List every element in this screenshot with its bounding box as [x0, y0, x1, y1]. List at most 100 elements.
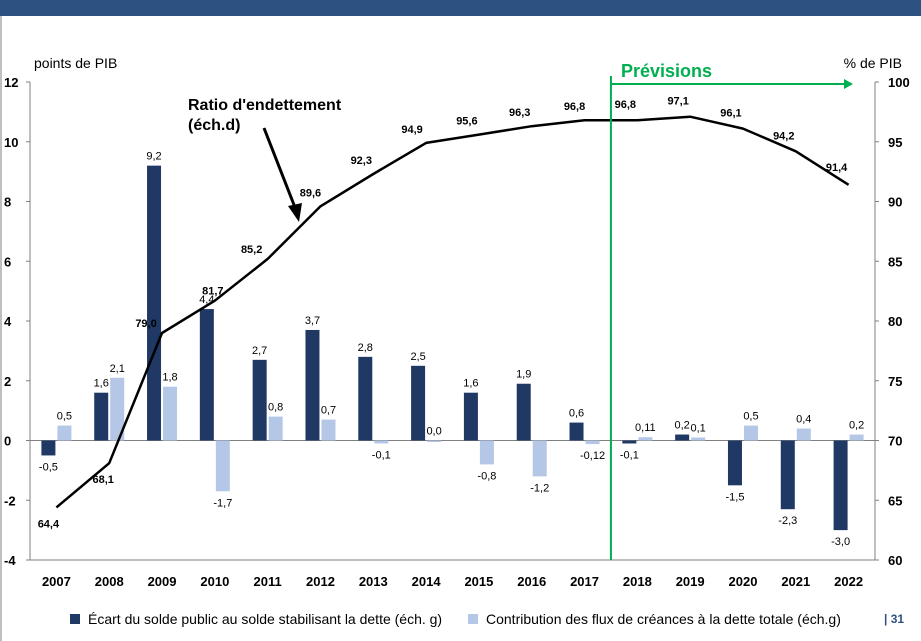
annotation-arrow-shaft	[262, 127, 298, 211]
legend-swatch-light	[468, 614, 478, 624]
bar-flows	[374, 440, 389, 444]
bar-gap	[94, 392, 109, 441]
right-axis-label: % de PIB	[844, 55, 902, 71]
bar-gap-label: 1,6	[463, 378, 478, 390]
x-tick-label: 2014	[412, 574, 442, 589]
right-tick-label: 90	[888, 195, 902, 210]
legend-swatch-dark	[70, 614, 80, 624]
bar-flows-label: -1,2	[530, 482, 549, 494]
bar-flows-label: -0,12	[580, 450, 605, 462]
bar-gap	[569, 422, 584, 441]
left-tick-label: 10	[4, 135, 18, 150]
legend-label-gap: Écart du solde public au solde stabilisa…	[88, 611, 443, 627]
x-tick-label: 2017	[570, 574, 599, 589]
bar-gap-label: -0,5	[39, 461, 58, 473]
x-tick-label: 2012	[306, 574, 335, 589]
annotations: Ratio d'endettement (éch.d) Prévisions	[188, 61, 853, 560]
x-tick-label: 2016	[517, 574, 546, 589]
bar-flows	[743, 425, 758, 441]
line-point-label: 68,1	[93, 474, 114, 486]
line-point-label: 96,8	[564, 101, 585, 113]
bar-gap-label: 1,6	[94, 378, 109, 390]
x-tick-label: 2011	[254, 574, 282, 589]
line-point-label: 97,1	[667, 96, 688, 108]
page-number: | 31	[884, 612, 905, 626]
line-point-label: 89,6	[300, 187, 321, 199]
bar-gap	[305, 329, 320, 441]
right-tick-label: 95	[888, 135, 902, 150]
x-tick-label: 2008	[95, 574, 124, 589]
line-point-label: 91,4	[826, 162, 848, 174]
bar-gap-label: 2,8	[358, 342, 373, 354]
bar-gap	[199, 309, 214, 441]
line-annotation-title: Ratio d'endettement	[188, 97, 342, 114]
debt-ratio-path	[55, 115, 850, 509]
x-tick-label: 2009	[148, 574, 177, 589]
line-point-label: 95,6	[456, 116, 477, 128]
debt-ratio-line	[55, 115, 850, 509]
bar-flows-label: 0,4	[796, 414, 811, 426]
bars	[41, 165, 864, 531]
bar-flows-label: 0,2	[849, 420, 864, 432]
x-tick-label: 2010	[200, 574, 229, 589]
bar-gap-label: 3,7	[305, 315, 320, 327]
line-point-label: 64,4	[38, 518, 60, 530]
bar-flows-label: -0,8	[477, 470, 496, 482]
bar-flows-label: 0,7	[321, 405, 336, 417]
bar-gap-label: -2,3	[778, 515, 797, 527]
bar-flows	[268, 416, 283, 441]
left-tick-label: 2	[4, 374, 11, 389]
bar-flows	[427, 440, 442, 442]
bar-gap	[833, 440, 848, 531]
bar-gap	[147, 165, 162, 441]
left-tick-label: 0	[4, 434, 11, 449]
bar-gap-label: 0,6	[569, 408, 584, 420]
forecast-arrow-head	[844, 79, 853, 89]
bar-gap	[727, 440, 742, 486]
right-tick-label: 70	[888, 434, 902, 449]
right-tick-label: 75	[888, 374, 902, 389]
line-point-label: 96,8	[615, 99, 636, 111]
bar-gap	[463, 392, 478, 441]
bar-flows	[532, 440, 547, 477]
x-tick-label: 2015	[464, 574, 493, 589]
bar-gap-label: -3,0	[831, 536, 850, 548]
left-border	[0, 16, 2, 641]
labels: -0,5 1,6 9,2 4,4 2,7 3,7 2,8 2,5 1,6 1,9 0,6 -0,1 0,…	[38, 96, 865, 548]
x-tick-label: 2007	[42, 574, 71, 589]
forecast-label: Prévisions	[621, 61, 712, 81]
left-tick-label: 12	[4, 75, 18, 90]
bar-flows-label: 1,8	[162, 372, 177, 384]
bar-flows-label: -1,7	[213, 497, 232, 509]
left-tick-label: 4	[4, 314, 12, 329]
left-tick-label: -2	[4, 493, 16, 508]
right-tick-label: 100	[888, 75, 910, 90]
bar-flows	[479, 440, 494, 465]
line-point-label: 92,3	[351, 155, 372, 167]
x-tick-label: 2021	[781, 574, 810, 589]
x-tick-label: 2022	[834, 574, 863, 589]
bar-flows	[849, 434, 864, 441]
bar-gap-label: 0,2	[675, 420, 690, 432]
legend-item-gap: Écart du solde public au solde stabilisa…	[70, 611, 442, 627]
x-tick-label: 2018	[623, 574, 652, 589]
line-point-label: 94,9	[401, 124, 422, 136]
x-tick-label: 2019	[676, 574, 705, 589]
bar-flows-label: 0,0	[426, 426, 441, 438]
right-tick-label: 85	[888, 254, 902, 269]
bar-flows-label: 0,1	[691, 423, 706, 435]
bar-gap	[675, 434, 690, 441]
line-point-label: 79,0	[135, 318, 156, 330]
bar-flows	[57, 425, 72, 441]
bar-gap	[358, 356, 373, 441]
bar-flows	[215, 440, 230, 492]
bar-flows	[321, 419, 336, 441]
bar-flows	[163, 386, 178, 441]
bar-gap	[780, 440, 795, 510]
line-point-label: 81,7	[202, 286, 223, 298]
bar-gap	[516, 383, 531, 441]
bar-gap-label: 2,5	[410, 351, 425, 363]
bar-flows	[638, 437, 653, 441]
line-point-label: 85,2	[241, 244, 262, 256]
